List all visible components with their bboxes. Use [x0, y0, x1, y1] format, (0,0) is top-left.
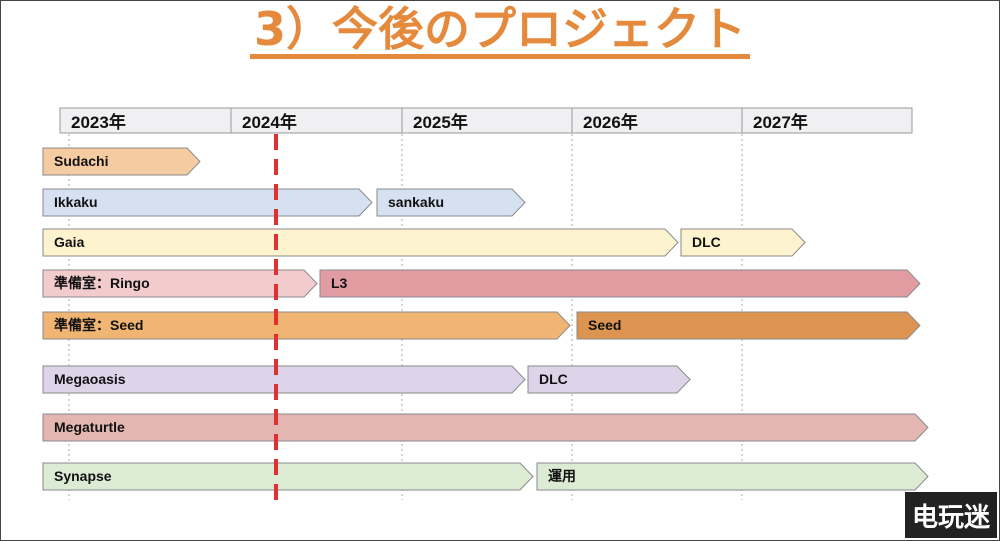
- project-bar: [42, 462, 534, 491]
- project-label: L3: [331, 275, 348, 291]
- slide-title: 3）今後のプロジェクト: [0, 2, 1000, 59]
- project-bar: [42, 365, 526, 394]
- project-label: Ikkaku: [54, 194, 98, 210]
- year-label: 2023年: [71, 112, 126, 132]
- year-label: 2025年: [413, 112, 468, 132]
- project-label: DLC: [692, 234, 721, 250]
- year-label: 2027年: [753, 112, 808, 132]
- project-bar: [42, 311, 571, 340]
- watermark-logo: 电玩迷: [905, 492, 997, 538]
- project-label: 準備室：Ringo: [54, 275, 150, 291]
- year-header-cell: [401, 107, 573, 134]
- project-label: DLC: [539, 371, 568, 387]
- project-label: Sudachi: [54, 153, 108, 169]
- project-label: 運用: [548, 468, 576, 484]
- project-label: Megaoasis: [54, 371, 126, 387]
- project-bar: [319, 269, 921, 298]
- project-label: Seed: [588, 317, 621, 333]
- project-bar: [42, 228, 679, 257]
- project-bar: [576, 311, 921, 340]
- project-bar: [536, 462, 929, 491]
- project-label: 準備室：Seed: [54, 317, 143, 333]
- project-bar: [42, 413, 929, 442]
- project-bar: [42, 269, 318, 298]
- year-header-cell: [741, 107, 913, 134]
- year-header-cell: [59, 107, 232, 134]
- year-label: 2024年: [242, 112, 297, 132]
- project-label: Megaturtle: [54, 419, 125, 435]
- project-bar: [42, 147, 201, 176]
- project-label: Gaia: [54, 234, 85, 250]
- year-label: 2026年: [583, 112, 638, 132]
- project-bar: [680, 228, 806, 257]
- project-label: sankaku: [388, 194, 444, 210]
- project-bar: [376, 188, 526, 217]
- project-bar: [42, 188, 373, 217]
- year-header-cell: [571, 107, 743, 134]
- project-label: Synapse: [54, 468, 112, 484]
- project-bar: [527, 365, 691, 394]
